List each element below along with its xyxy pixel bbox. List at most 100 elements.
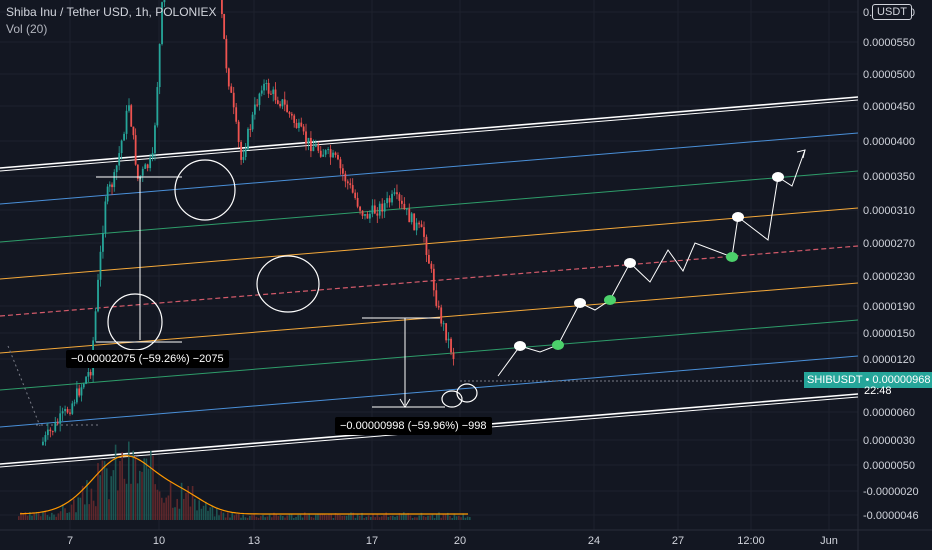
candle <box>128 105 130 111</box>
candle <box>396 192 398 195</box>
volume-bar <box>365 516 368 520</box>
volume-bar <box>306 515 308 520</box>
candle <box>102 233 104 252</box>
volume-indicator-label[interactable]: Vol (20) <box>6 22 48 36</box>
last-price-value: 0.00000968 <box>872 374 931 386</box>
volume-bar <box>44 511 46 520</box>
time-axis: 7 10 13 17 20 24 27 12:00 Jun <box>67 535 838 547</box>
volume-bar <box>442 514 445 520</box>
chart-title: Shiba Inu / Tether USD, 1h, POLONIEX <box>6 5 217 19</box>
volume-bar <box>18 516 20 520</box>
candle <box>136 164 139 179</box>
channel-upper-line <box>0 96 859 169</box>
candle <box>354 192 357 198</box>
candle <box>388 198 391 203</box>
volume-bar <box>429 515 431 520</box>
candle <box>249 128 252 130</box>
candle <box>376 213 379 216</box>
time-tick-label: 7 <box>67 535 73 547</box>
volume-bar <box>183 498 185 520</box>
volume-bar <box>282 516 284 520</box>
candle <box>386 198 389 204</box>
volume-bar <box>70 504 73 520</box>
volume-bar <box>106 468 108 520</box>
price-tick-label: 0.0000060 <box>863 407 915 419</box>
volume-bar <box>356 513 359 520</box>
volume-bar <box>31 515 33 520</box>
volume-bar <box>218 515 220 520</box>
measure-tool-1 <box>96 176 182 343</box>
projection-point <box>732 212 744 222</box>
candle <box>99 251 102 280</box>
volume-bar <box>262 515 264 520</box>
candle <box>97 279 99 312</box>
volume-bar <box>458 515 460 520</box>
volume-bar <box>464 517 467 520</box>
volume-bar <box>312 517 315 520</box>
candle <box>403 203 406 210</box>
volume-bar <box>73 499 75 520</box>
volume-bar <box>420 512 423 520</box>
candle <box>322 154 325 157</box>
volume-bar <box>438 512 440 520</box>
volume-bar <box>42 511 44 520</box>
price-tick-label: 0.0000400 <box>863 136 915 148</box>
price-tick-label: -0.0000046 <box>863 510 919 522</box>
candle <box>59 413 62 424</box>
candle <box>123 133 125 141</box>
volume-bar <box>145 458 148 520</box>
candle <box>415 222 418 231</box>
volume-bar <box>350 512 352 520</box>
candle <box>46 429 49 436</box>
volume-bar <box>209 507 211 520</box>
candle <box>423 227 425 237</box>
volume-bar <box>403 512 405 520</box>
volume-bar <box>57 513 60 520</box>
volume-bar <box>323 513 326 520</box>
highlight-ellipse <box>441 390 463 408</box>
candle <box>161 2 163 45</box>
candle <box>393 192 396 194</box>
candle <box>85 376 87 384</box>
time-tick-label: 20 <box>454 535 466 547</box>
candle <box>369 213 371 219</box>
volume-bar <box>396 515 398 520</box>
volume-bar <box>367 515 370 520</box>
candle <box>378 203 381 216</box>
price-tick-label: 0.0000310 <box>863 205 915 217</box>
volume-bar <box>416 517 418 520</box>
volume-bar <box>255 516 258 520</box>
volume-bar <box>319 514 321 520</box>
volume-bar <box>147 468 150 520</box>
highlight-ellipse <box>256 255 320 313</box>
candle <box>298 122 300 129</box>
volume-bar <box>130 483 132 520</box>
volume-bar <box>447 512 449 520</box>
volume-bar <box>451 517 453 520</box>
projection-point <box>772 172 784 182</box>
price-tick-label: -0.0000020 <box>863 486 919 498</box>
candle <box>256 104 259 106</box>
projection-point <box>574 298 586 308</box>
volume-bar <box>240 517 242 520</box>
candle <box>130 105 133 127</box>
volume-bar <box>99 475 101 520</box>
volume-bar <box>381 516 383 520</box>
volume-bar <box>141 471 143 520</box>
candle <box>151 153 154 158</box>
projection-point <box>514 341 526 351</box>
volume-bar <box>176 498 178 520</box>
candle <box>432 268 435 291</box>
volume-bar <box>264 517 266 520</box>
volume-bar <box>372 513 374 520</box>
projection-path <box>497 149 806 377</box>
volume-bar <box>29 512 31 520</box>
price-tick-label: 0.0000500 <box>863 69 915 81</box>
candle <box>410 213 413 223</box>
currency-badge[interactable]: USDT <box>872 4 912 20</box>
volume-bar <box>123 478 126 520</box>
candle <box>418 222 420 225</box>
price-tick-label: 0.0000190 <box>863 301 915 313</box>
candle <box>263 83 265 91</box>
